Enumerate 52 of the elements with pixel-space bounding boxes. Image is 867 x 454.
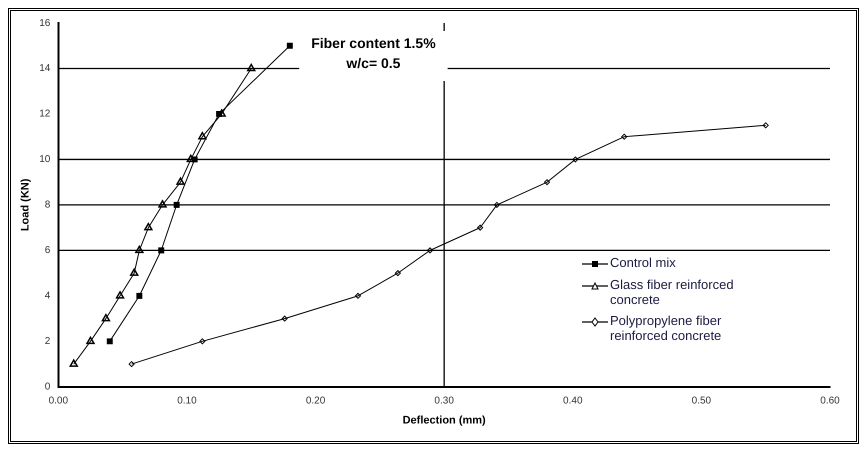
point	[158, 247, 164, 254]
point	[106, 338, 113, 344]
point	[144, 222, 153, 230]
y-tick-label: 6	[44, 245, 51, 256]
annotation: Fiber content 1.5%	[311, 34, 436, 51]
point	[427, 247, 434, 254]
point	[116, 291, 124, 299]
point	[136, 292, 142, 299]
point	[282, 316, 288, 322]
x-tick-label: 0.50	[692, 396, 712, 407]
x-tick-label: 0.20	[306, 396, 326, 407]
y-tick-label: 12	[39, 108, 51, 120]
point	[247, 64, 256, 72]
point	[354, 292, 361, 299]
point	[70, 359, 78, 367]
y-tick-label: 2	[44, 336, 51, 348]
point	[128, 361, 135, 368]
point	[176, 177, 185, 185]
y-axis-title: Load (KN)	[20, 178, 32, 232]
point	[174, 202, 180, 208]
y-tick-label: 14	[39, 63, 51, 74]
point	[494, 202, 500, 208]
point	[477, 224, 484, 231]
point	[130, 268, 138, 276]
x-tick-label: 0.60	[820, 396, 840, 407]
y-tick-label: 10	[39, 154, 51, 166]
x-tick-label: 0.10	[177, 396, 198, 407]
point	[135, 246, 144, 254]
y-tick-label: 8	[44, 200, 51, 211]
point	[762, 122, 769, 128]
x-tick-label: 0.00	[48, 396, 68, 407]
point	[394, 270, 401, 276]
x-axis-title: Deflection (mm)	[402, 414, 486, 426]
point	[102, 314, 110, 322]
x-tick-label: 0.30	[434, 396, 454, 407]
legend-label: Glass fiber reinforced concrete	[610, 277, 735, 307]
point	[572, 156, 578, 162]
point	[158, 200, 167, 208]
point	[544, 179, 550, 186]
y-tick-label: 16	[39, 18, 51, 29]
annotation: w/c= 0.5	[345, 54, 401, 71]
point	[621, 134, 628, 140]
point	[186, 154, 196, 162]
point	[286, 42, 293, 49]
y-tick-label: 0	[44, 382, 51, 393]
point	[198, 132, 207, 140]
y-tick-label: 4	[44, 290, 51, 302]
point	[86, 336, 95, 344]
legend-label: Control mix	[610, 255, 676, 270]
legend-label: Polypropylene fiber reinforced concrete	[610, 313, 722, 343]
x-tick-label: 0.40	[563, 396, 583, 407]
point	[199, 338, 206, 344]
